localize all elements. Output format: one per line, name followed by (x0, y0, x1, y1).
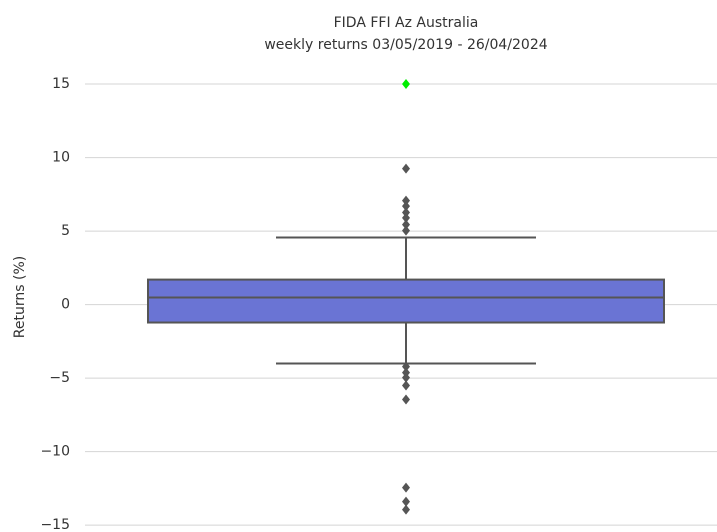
y-tick-label: 5 (61, 223, 70, 239)
y-axis-label: Returns (%) (12, 256, 28, 338)
y-tick-label: 15 (52, 76, 70, 92)
outlier (402, 212, 410, 223)
y-tick-label: −10 (40, 444, 70, 460)
outlier (402, 361, 410, 372)
outlier (402, 372, 410, 383)
y-tick-label: −5 (49, 370, 70, 386)
outlier (402, 380, 410, 391)
outlier (402, 394, 410, 405)
outlier (402, 163, 410, 174)
outlier (402, 496, 410, 507)
outlier (402, 504, 410, 515)
outlier (402, 201, 410, 212)
chart-title: FIDA FFI Az Australia (334, 15, 479, 31)
outlier (402, 79, 410, 90)
y-tick-label: −15 (40, 517, 70, 532)
outlier (402, 482, 410, 493)
outlier (402, 207, 410, 218)
outlier (402, 195, 410, 206)
y-tick-label: 0 (61, 297, 70, 313)
y-tick-label: 10 (52, 150, 70, 166)
box (147, 278, 665, 324)
chart-subtitle: weekly returns 03/05/2019 - 26/04/2024 (264, 37, 547, 53)
outlier (402, 219, 410, 230)
outlier (402, 225, 410, 236)
